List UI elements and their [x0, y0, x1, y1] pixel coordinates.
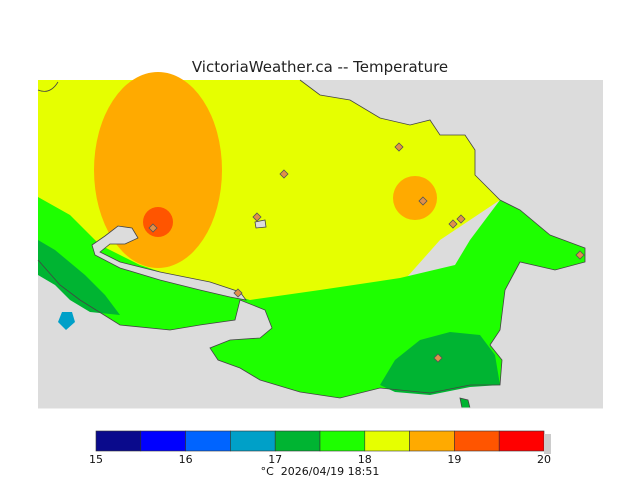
station-marker — [448, 219, 458, 229]
zone-18-5-19-west — [94, 72, 222, 268]
zone-17-17-5-south — [380, 332, 500, 395]
legend-unit: °C — [260, 465, 274, 478]
station-marker — [418, 196, 428, 206]
station-marker — [394, 142, 404, 152]
station-marker — [279, 169, 289, 179]
legend-tick-label: 15 — [89, 453, 103, 466]
station-marker — [148, 223, 158, 233]
legend-tick-label: 18 — [357, 453, 372, 466]
zone-19-19-5 — [143, 207, 173, 237]
legend-bin — [230, 430, 276, 452]
legend-bin — [274, 430, 321, 452]
station-marker — [575, 250, 585, 260]
legend-shadow — [544, 434, 551, 454]
legend-caption: °C 2026/04/19 18:51 — [0, 465, 640, 478]
station-marker — [456, 214, 466, 224]
legend-bin — [140, 430, 186, 452]
legend-tick-label: 20 — [537, 453, 551, 466]
legend-tick-label: 19 — [447, 453, 462, 466]
temperature-zones — [37, 72, 586, 409]
legend-bin — [319, 430, 366, 452]
map-title: VictoriaWeather.ca -- Temperature — [191, 58, 449, 76]
lake-northwest — [37, 81, 59, 92]
legend-bin — [364, 430, 410, 452]
zone-17-17-5 — [38, 240, 120, 315]
legend-bin — [498, 430, 545, 452]
legend-bin — [95, 430, 142, 452]
legend-bin — [409, 430, 455, 452]
color-legend — [95, 430, 551, 454]
weather-stations — [148, 142, 585, 363]
zone-18-5-19-east — [393, 176, 437, 220]
inlet-saanich — [91, 225, 247, 301]
legend-bin — [454, 430, 500, 452]
legend-timestamp: 2026/04/19 18:51 — [280, 465, 380, 478]
legend-tick-label: 16 — [178, 453, 193, 466]
coastline — [37, 79, 586, 399]
station-marker — [233, 288, 243, 298]
legend-bin — [185, 430, 231, 452]
lake-small — [254, 219, 267, 229]
station-marker — [252, 212, 262, 222]
zone-16-5-17 — [58, 312, 75, 330]
legend-tick-label: 17 — [268, 453, 283, 466]
station-marker — [433, 353, 443, 363]
